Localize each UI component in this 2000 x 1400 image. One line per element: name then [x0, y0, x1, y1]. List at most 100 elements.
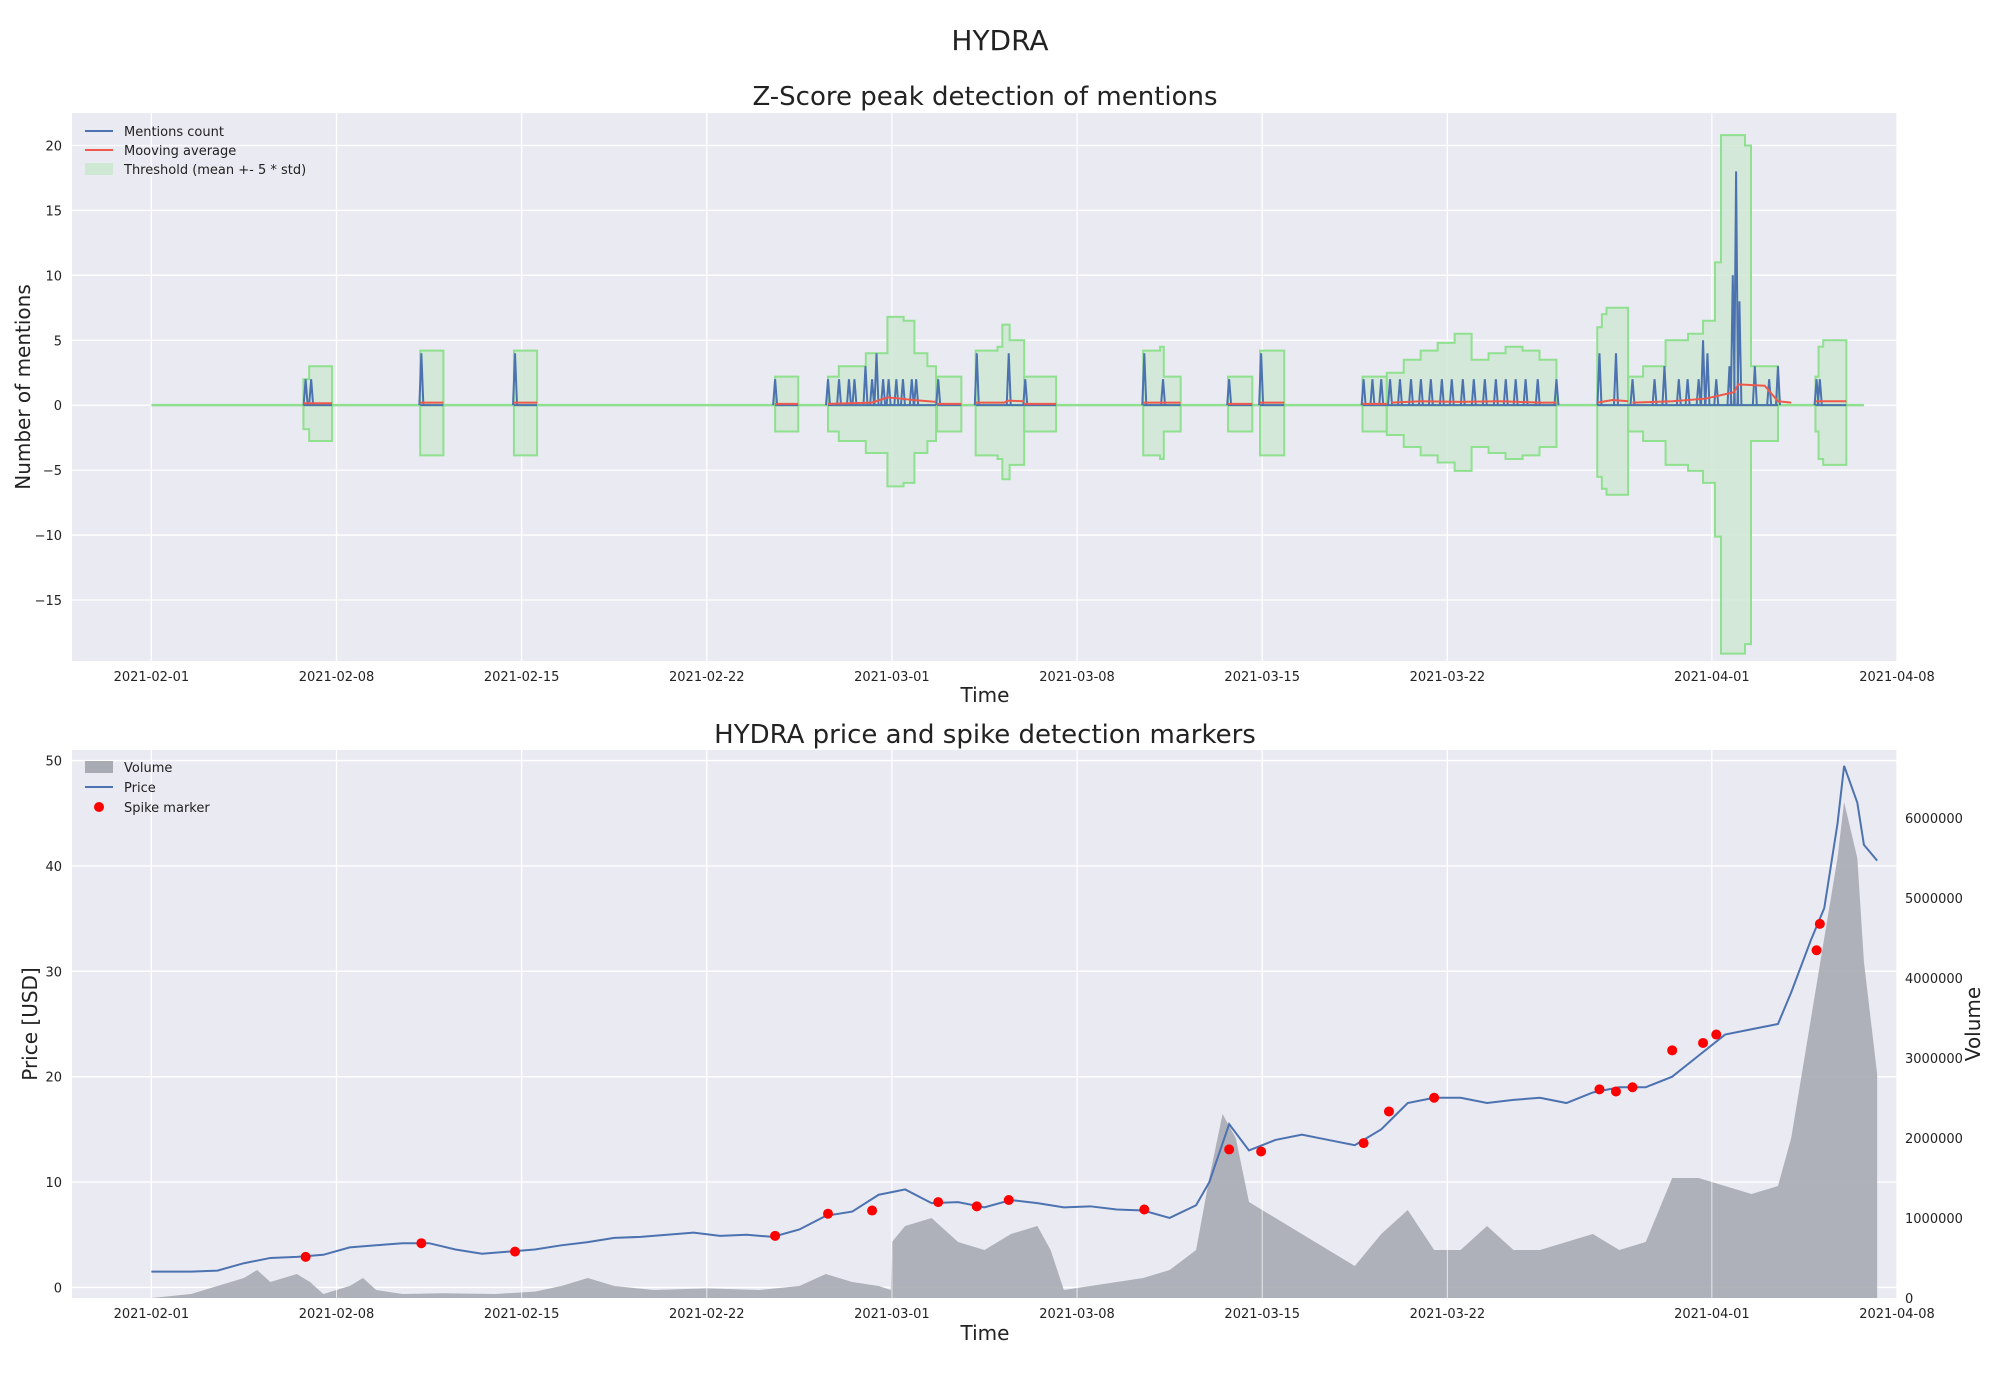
mention-spike	[935, 379, 942, 406]
price-ticks: 2021-02-01 2021-02-08 2021-02-15 2021-02-22…	[45, 755, 1962, 1322]
y-tick-label: −10	[35, 529, 62, 544]
price-y-label: Price [USD]	[18, 967, 42, 1081]
mention-spike	[851, 379, 858, 406]
mention-spike	[973, 353, 980, 406]
moving-average-line	[827, 396, 937, 405]
threshold-region	[1815, 340, 1847, 465]
mention-spike	[873, 353, 880, 406]
x-tick-label: 2021-03-15	[1224, 1307, 1300, 1322]
y-tick-label: 10	[45, 1176, 62, 1191]
threshold-lower	[1385, 405, 1558, 472]
mention-spike	[1360, 379, 1367, 406]
mention-spike	[1438, 379, 1445, 406]
x-tick-label: 2021-04-01	[1674, 670, 1750, 685]
y-tick-label: 0	[54, 399, 62, 414]
spike-marker	[1667, 1045, 1678, 1056]
legend-swatch-volume	[85, 761, 113, 773]
y-tick-label: 10	[45, 269, 62, 284]
spike-marker	[1814, 918, 1825, 929]
mention-spike	[1141, 353, 1148, 406]
spike-marker	[1627, 1082, 1638, 1093]
mention-spike	[1459, 379, 1466, 406]
x-tick-label: 2021-04-08	[1859, 1307, 1935, 1322]
y-tick-label: 40	[45, 860, 62, 875]
spike-marker	[933, 1197, 944, 1208]
spike-marker	[300, 1251, 311, 1262]
volume-tick-label: 0	[1905, 1292, 1913, 1307]
y-tick-label: 30	[45, 965, 62, 980]
mention-spike	[1700, 340, 1707, 406]
figure-title: HYDRA	[951, 24, 1048, 57]
price-series	[151, 765, 1878, 1273]
spike-marker	[770, 1230, 781, 1241]
mention-spike	[302, 379, 309, 406]
threshold-lower	[1023, 405, 1058, 433]
mention-spike	[1684, 379, 1691, 406]
x-tick-label: 2021-02-08	[299, 1307, 375, 1322]
mentions-series	[151, 134, 1864, 655]
volume-tick-label: 2000000	[1905, 1132, 1963, 1147]
spike-marker	[823, 1208, 834, 1219]
mention-spike	[1629, 379, 1636, 406]
threshold-upper	[1385, 332, 1558, 406]
spike-marker	[867, 1205, 878, 1216]
price-line	[151, 765, 1878, 1273]
threshold-upper	[827, 315, 938, 406]
mention-spike	[1651, 379, 1658, 406]
mention-spike	[1766, 379, 1773, 406]
spike-marker	[1711, 1029, 1722, 1040]
legend-label-average: Mooving average	[124, 144, 236, 159]
moving-average-line	[975, 399, 1025, 404]
legend-label-mentions: Mentions count	[124, 125, 224, 140]
mention-spike	[1226, 379, 1233, 406]
mention-spike	[869, 379, 876, 406]
threshold-upper	[974, 323, 1026, 406]
legend-label-spike: Spike marker	[124, 801, 210, 816]
spike-marker	[1811, 945, 1822, 956]
mention-spike	[1553, 379, 1560, 406]
mention-spike	[1378, 379, 1385, 406]
mention-spike	[308, 379, 315, 406]
mention-spike	[1502, 379, 1509, 406]
mentions-ticks: 2021-02-01 2021-02-08 2021-02-15 2021-02-22…	[35, 139, 1935, 685]
x-tick-label: 2021-02-15	[484, 670, 560, 685]
mention-spike	[1387, 379, 1394, 406]
threshold-lower	[1227, 405, 1254, 433]
mentions-legend: Mentions count Mooving average Threshold…	[85, 125, 306, 178]
mention-spike	[862, 366, 869, 406]
spike-marker	[971, 1201, 982, 1212]
threshold-lower	[974, 405, 1026, 481]
y-tick-label: 5	[54, 334, 62, 349]
mention-spike	[1612, 353, 1619, 406]
mentions-panel: Z-Score peak detection of mentions 2021-…	[11, 82, 1935, 707]
mention-spike	[1522, 379, 1529, 406]
price-chart-title: HYDRA price and spike detection markers	[714, 720, 1256, 750]
x-tick-label: 2021-04-01	[1674, 1307, 1750, 1322]
volume-area	[151, 802, 1878, 1298]
spike-marker	[416, 1238, 427, 1249]
legend-label-price: Price	[124, 781, 156, 796]
moving-average-line	[1632, 383, 1792, 404]
mention-spike	[1751, 366, 1758, 406]
threshold-upper	[302, 365, 334, 406]
mention-spike	[880, 379, 887, 406]
mention-spike	[1427, 379, 1434, 406]
mention-spike	[1661, 366, 1668, 406]
threshold-lower	[1596, 405, 1630, 496]
mention-spike	[1160, 379, 1167, 406]
threshold-lower	[1259, 405, 1286, 457]
x-tick-label: 2021-03-22	[1410, 1307, 1486, 1322]
x-tick-label: 2021-02-08	[299, 670, 375, 685]
mention-spike	[512, 353, 519, 406]
mention-spike	[418, 353, 425, 406]
mention-spike	[1417, 379, 1424, 406]
mention-spike	[1369, 379, 1376, 406]
spike-marker	[1698, 1037, 1709, 1048]
x-tick-label: 2021-02-22	[669, 670, 745, 685]
mentions-y-label: Number of mentions	[11, 284, 35, 490]
threshold-upper	[1627, 134, 1779, 406]
volume-y-label: Volume	[1961, 987, 1985, 1061]
mention-spike	[1695, 379, 1702, 406]
mention-spike	[836, 379, 843, 406]
mention-spike	[1470, 379, 1477, 406]
